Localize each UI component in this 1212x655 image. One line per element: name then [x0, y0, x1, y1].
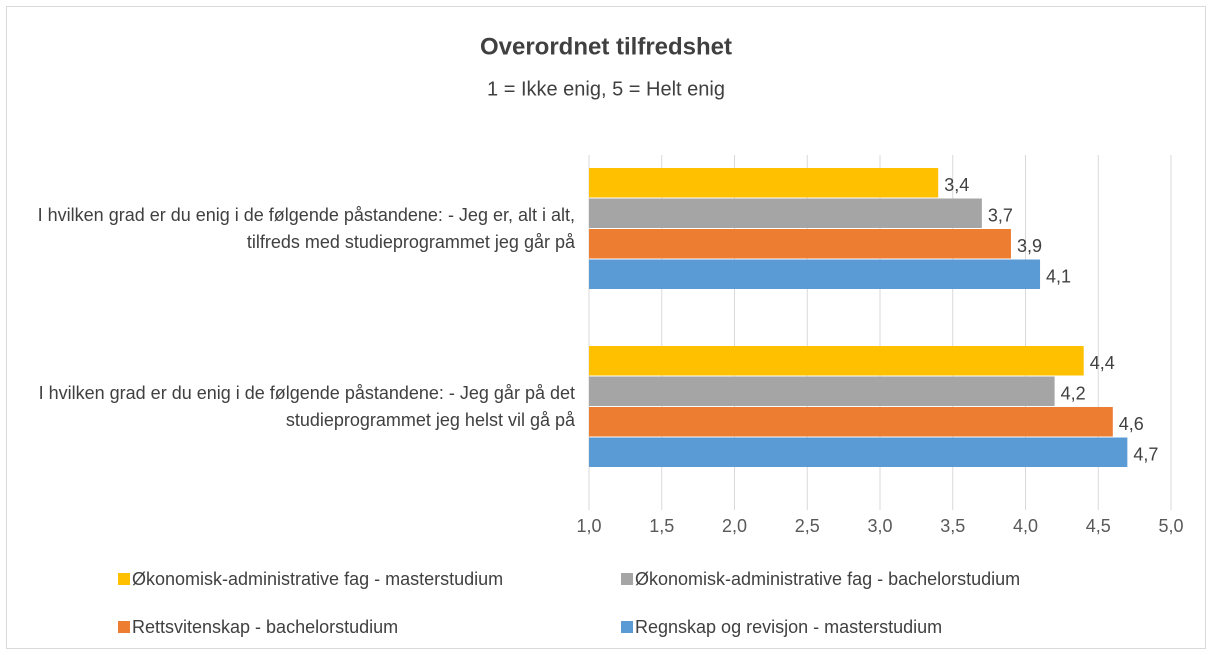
value-label: 4,1: [1046, 267, 1071, 287]
x-tick-label: 1,0: [576, 516, 601, 536]
legend-swatch: [621, 621, 633, 633]
value-label: 3,4: [944, 175, 969, 195]
category-label: I hvilken grad er du enig i de følgende …: [38, 383, 575, 430]
chart-border: [6, 6, 1206, 649]
value-label: 4,2: [1061, 384, 1086, 404]
chart-subtitle: 1 = Ikke enig, 5 = Helt enig: [487, 78, 725, 100]
legend-label: Økonomisk-administrative fag - masterstu…: [132, 569, 503, 589]
x-tick-label: 2,5: [795, 516, 820, 536]
x-tick-label: 4,0: [1013, 516, 1038, 536]
legend-swatch: [118, 621, 130, 633]
bar: [589, 259, 1041, 289]
bar: [589, 407, 1113, 437]
bar: [589, 198, 982, 228]
x-tick-label: 4,5: [1086, 516, 1111, 536]
category-label: I hvilken grad er du enig i de følgende …: [37, 205, 575, 252]
legend-label: Regnskap og revisjon - masterstudium: [635, 617, 942, 637]
legend-label: Rettsvitenskap - bachelorstudium: [132, 617, 398, 637]
value-label: 4,6: [1119, 414, 1144, 434]
value-label: 4,4: [1090, 353, 1115, 373]
x-tick-label: 3,0: [867, 516, 892, 536]
bar: [589, 346, 1084, 376]
value-label: 3,9: [1017, 236, 1042, 256]
bar: [589, 437, 1128, 467]
value-label: 3,7: [988, 206, 1013, 226]
x-tick-label: 1,5: [649, 516, 674, 536]
legend-swatch: [118, 573, 130, 585]
bar: [589, 168, 939, 198]
value-label: 4,7: [1133, 445, 1158, 465]
x-tick-label: 2,0: [722, 516, 747, 536]
x-tick-label: 5,0: [1158, 516, 1183, 536]
legend-label: Økonomisk-administrative fag - bachelors…: [635, 569, 1020, 589]
legend-swatch: [621, 573, 633, 585]
bar: [589, 229, 1011, 259]
chart-title: Overordnet tilfredshet: [480, 33, 732, 60]
x-tick-label: 3,5: [940, 516, 965, 536]
bar: [589, 376, 1055, 406]
